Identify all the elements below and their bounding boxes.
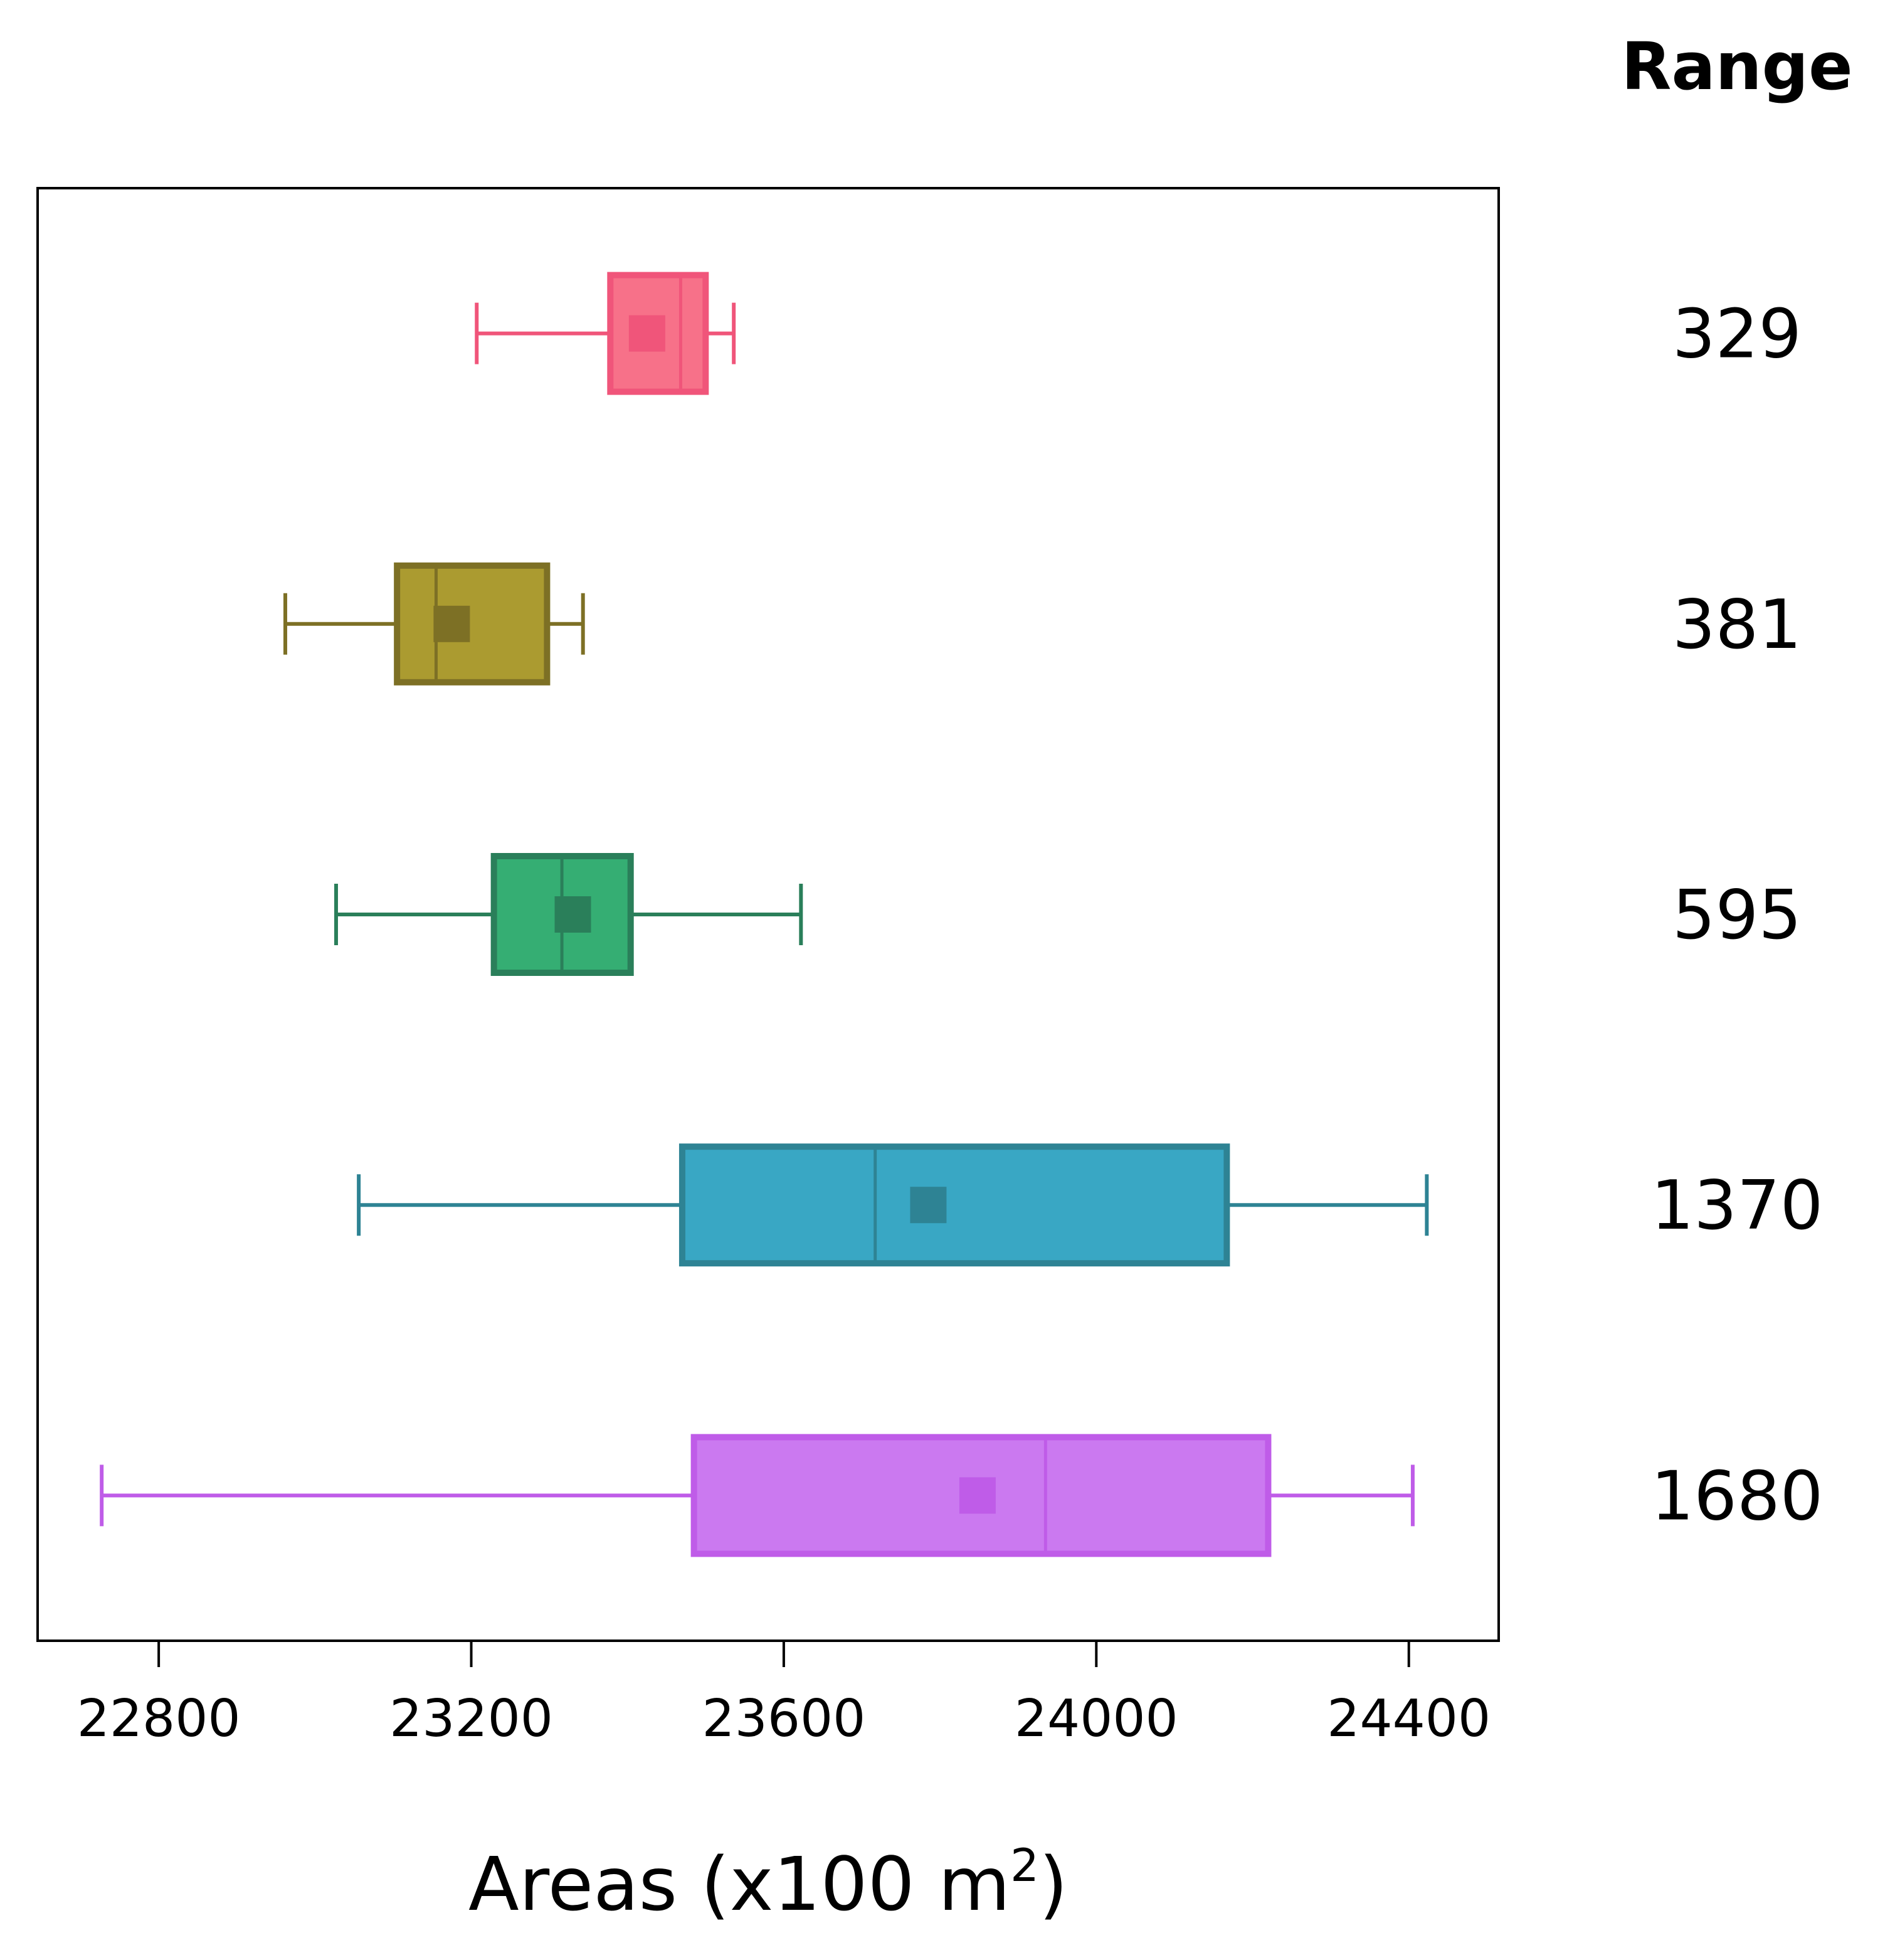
x-axis-label-main: Areas (x100 m — [468, 1841, 1010, 1927]
x-tick-label: 23600 — [702, 1689, 865, 1749]
mean-marker — [628, 315, 665, 352]
x-axis-label-superscript: 2 — [1010, 1839, 1039, 1892]
range-label: 381 — [1672, 586, 1802, 664]
x-tick-label: 24400 — [1327, 1689, 1491, 1749]
x-tick-label: 24000 — [1015, 1689, 1178, 1749]
box-1370 — [357, 1143, 1429, 1267]
box-329 — [475, 272, 736, 395]
mean-marker — [433, 605, 470, 642]
mean-marker — [959, 1477, 996, 1514]
range-label: 1370 — [1651, 1167, 1823, 1245]
plot-area-frame — [36, 187, 1500, 1642]
x-axis-ticks: 22800 23200 23600 24000 24400 — [77, 1641, 1491, 1749]
iqr-box — [678, 1143, 1230, 1267]
x-axis-label: Areas (x100 m2) — [468, 1839, 1068, 1927]
range-label: 329 — [1672, 295, 1802, 374]
iqr-box — [394, 562, 551, 686]
range-label: 1680 — [1651, 1457, 1823, 1535]
box-381 — [283, 562, 585, 686]
x-tick-label: 22800 — [77, 1689, 241, 1749]
x-axis-label-tail: ) — [1039, 1841, 1068, 1927]
range-label: 595 — [1672, 876, 1802, 955]
range-labels: 329 381 595 1370 1680 — [1651, 295, 1823, 1536]
box-1680 — [100, 1434, 1415, 1557]
mean-marker — [910, 1187, 947, 1224]
iqr-box — [690, 1434, 1272, 1557]
x-tick-label: 23200 — [389, 1689, 553, 1749]
mean-marker — [554, 896, 591, 933]
box-series-group — [100, 272, 1429, 1557]
box-595 — [334, 853, 803, 976]
range-header: Range — [1621, 28, 1852, 105]
